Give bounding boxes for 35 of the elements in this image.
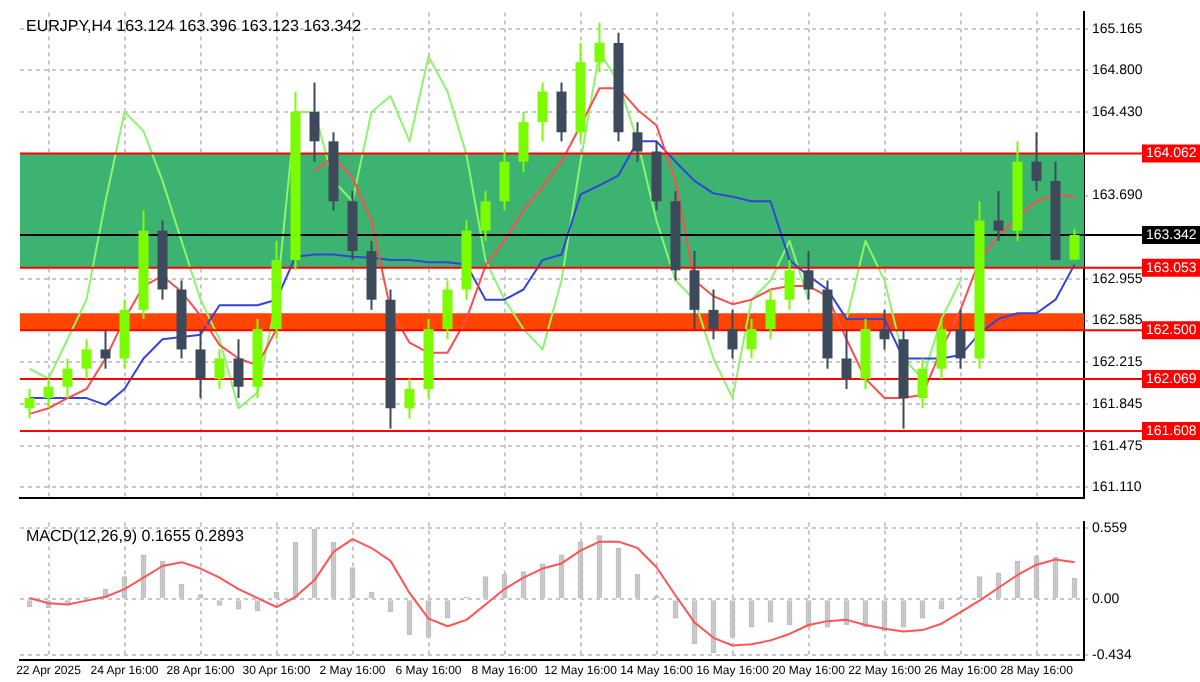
candlestick (1069, 227, 1080, 261)
candlestick (955, 308, 966, 370)
candlestick (442, 279, 453, 341)
candlestick (43, 377, 54, 410)
candlestick (195, 328, 206, 400)
candlestick (62, 357, 73, 400)
candlestick (499, 150, 510, 212)
candlestick (1031, 131, 1042, 193)
candlestick (309, 81, 320, 163)
candlestick (556, 81, 567, 143)
candlestick (632, 121, 643, 163)
candlestick (746, 317, 757, 360)
candlestick (24, 388, 35, 420)
candlestick (480, 190, 491, 242)
candlestick (214, 348, 225, 391)
candlestick (936, 317, 947, 380)
candlestick (689, 250, 700, 331)
candlestick (879, 308, 890, 351)
candlestick (233, 338, 244, 400)
candlestick (727, 308, 738, 360)
candlestick (100, 328, 111, 370)
candlestick (537, 81, 548, 143)
candlestick (518, 110, 529, 173)
candlestick (784, 259, 795, 311)
candlestick (993, 190, 1004, 242)
candlestick (708, 288, 719, 341)
candlestick (841, 328, 852, 391)
chart-title: MACD(12,26,9) 0.1655 0.2893 (26, 526, 246, 545)
candlestick (594, 21, 605, 74)
candlestick (765, 288, 776, 341)
candlestick (404, 377, 415, 420)
chart-title: EURJPY,H4 163.124 163.396 163.123 163.342 (26, 16, 363, 35)
candlestick (917, 357, 928, 410)
candlestick (81, 338, 92, 380)
candlestick (803, 250, 814, 301)
